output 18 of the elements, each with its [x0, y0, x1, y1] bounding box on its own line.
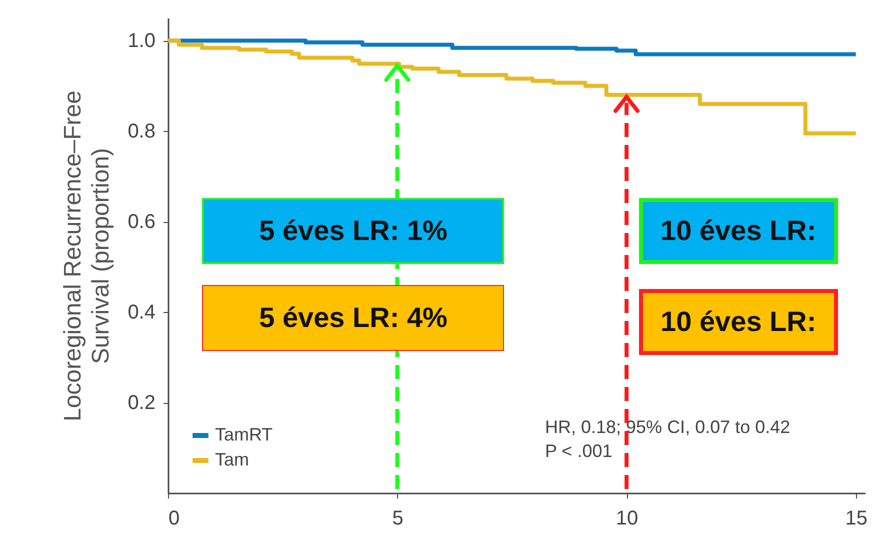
text-box: 5 éves LR: 4% [202, 285, 504, 351]
x-tick-label: 15 [845, 508, 868, 530]
y-tick-label: 0.8 [128, 120, 156, 143]
y-tick-label: 0.4 [128, 302, 156, 324]
x-tick-label: 5 [392, 508, 404, 530]
text-box: 5 éves LR: 1% [202, 198, 504, 264]
y-axis-title: Locoregional Recurrence–Free Survival (proportion) [60, 90, 115, 422]
x-tick-label: 0 [168, 508, 180, 530]
text-box: 10 éves LR: [638, 289, 838, 355]
legend-label: Tam [215, 450, 250, 470]
annotation: HR, 0.18; 95% CI, 0.07 to 0.42 [545, 417, 790, 437]
y-tick-label: 0.6 [128, 211, 156, 234]
y-tick-label: 0.2 [128, 392, 156, 414]
annotation: P < .001 [545, 441, 612, 461]
x-tick-label: 10 [616, 508, 638, 530]
y-tick-label: 1.0 [128, 30, 156, 52]
text-box: 10 éves LR: [638, 198, 838, 264]
legend-label: TamRT [215, 424, 273, 444]
